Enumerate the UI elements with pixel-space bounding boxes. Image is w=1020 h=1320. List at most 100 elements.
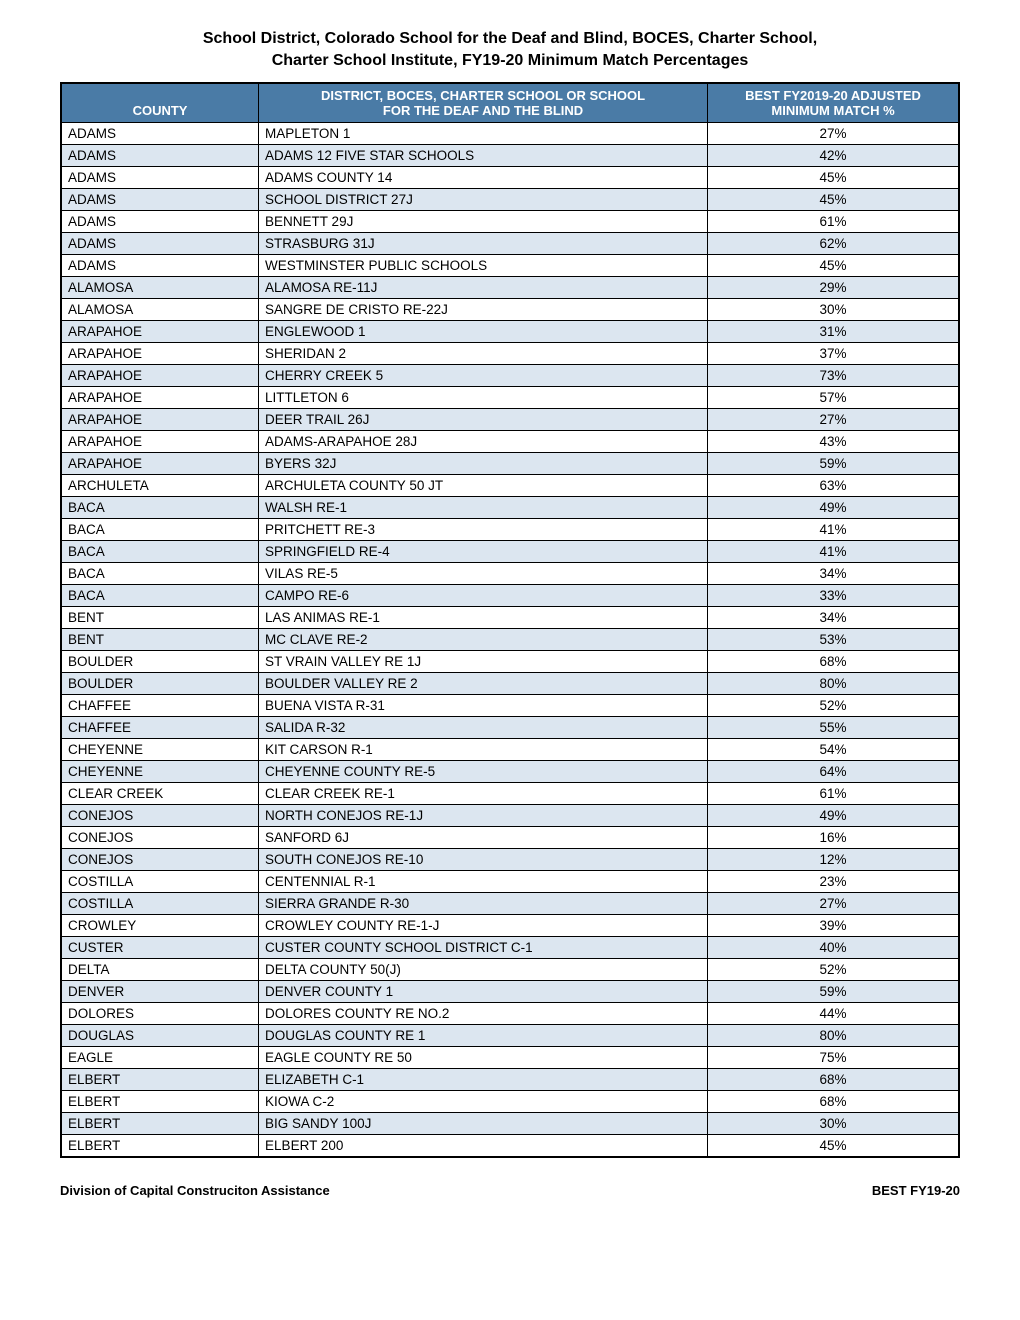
cell-county: BACA: [61, 585, 259, 607]
cell-match: 49%: [708, 497, 959, 519]
table-row: COSTILLASIERRA GRANDE R-3027%: [61, 893, 959, 915]
table-row: CONEJOSNORTH CONEJOS RE-1J49%: [61, 805, 959, 827]
cell-district: EAGLE COUNTY RE 50: [259, 1047, 708, 1069]
table-row: ELBERTKIOWA C-268%: [61, 1091, 959, 1113]
cell-county: BENT: [61, 607, 259, 629]
cell-county: ELBERT: [61, 1091, 259, 1113]
table-row: CROWLEYCROWLEY COUNTY RE-1-J39%: [61, 915, 959, 937]
table-row: BACACAMPO RE-633%: [61, 585, 959, 607]
cell-county: BACA: [61, 519, 259, 541]
cell-district: BENNETT 29J: [259, 211, 708, 233]
cell-district: LITTLETON 6: [259, 387, 708, 409]
header-match-line1: BEST FY2019-20 ADJUSTED: [716, 88, 950, 103]
header-county: COUNTY: [61, 83, 259, 123]
cell-match: 27%: [708, 409, 959, 431]
table-row: ARAPAHOEADAMS-ARAPAHOE 28J43%: [61, 431, 959, 453]
table-row: BACAVILAS RE-534%: [61, 563, 959, 585]
table-row: ARAPAHOEENGLEWOOD 131%: [61, 321, 959, 343]
table-row: DELTADELTA COUNTY 50(J)52%: [61, 959, 959, 981]
cell-match: 27%: [708, 893, 959, 915]
cell-district: ELBERT 200: [259, 1135, 708, 1158]
cell-match: 31%: [708, 321, 959, 343]
page-title-line2: Charter School Institute, FY19-20 Minimu…: [60, 52, 960, 70]
cell-match: 12%: [708, 849, 959, 871]
cell-district: SPRINGFIELD RE-4: [259, 541, 708, 563]
cell-county: ADAMS: [61, 167, 259, 189]
cell-county: ADAMS: [61, 233, 259, 255]
cell-match: 68%: [708, 1069, 959, 1091]
cell-match: 59%: [708, 981, 959, 1003]
cell-district: ALAMOSA RE-11J: [259, 277, 708, 299]
cell-match: 62%: [708, 233, 959, 255]
cell-match: 44%: [708, 1003, 959, 1025]
page-title-line1: School District, Colorado School for the…: [60, 30, 960, 48]
cell-district: DEER TRAIL 26J: [259, 409, 708, 431]
cell-district: ARCHULETA COUNTY 50 JT: [259, 475, 708, 497]
table-row: ADAMSBENNETT 29J61%: [61, 211, 959, 233]
cell-district: WALSH RE-1: [259, 497, 708, 519]
cell-match: 54%: [708, 739, 959, 761]
table-body: ADAMSMAPLETON 127%ADAMSADAMS 12 FIVE STA…: [61, 123, 959, 1158]
cell-match: 49%: [708, 805, 959, 827]
table-row: CLEAR CREEKCLEAR CREEK RE-161%: [61, 783, 959, 805]
cell-district: CLEAR CREEK RE-1: [259, 783, 708, 805]
cell-county: BOULDER: [61, 673, 259, 695]
cell-district: VILAS RE-5: [259, 563, 708, 585]
cell-county: ADAMS: [61, 145, 259, 167]
cell-county: CONEJOS: [61, 805, 259, 827]
table-row: ALAMOSASANGRE DE CRISTO RE-22J30%: [61, 299, 959, 321]
cell-county: DELTA: [61, 959, 259, 981]
cell-county: EAGLE: [61, 1047, 259, 1069]
cell-district: LAS ANIMAS RE-1: [259, 607, 708, 629]
cell-match: 63%: [708, 475, 959, 497]
cell-county: ARAPAHOE: [61, 321, 259, 343]
cell-county: ELBERT: [61, 1069, 259, 1091]
cell-match: 33%: [708, 585, 959, 607]
cell-district: CHEYENNE COUNTY RE-5: [259, 761, 708, 783]
cell-match: 80%: [708, 673, 959, 695]
table-row: ADAMSSCHOOL DISTRICT 27J45%: [61, 189, 959, 211]
cell-match: 45%: [708, 189, 959, 211]
cell-district: BOULDER VALLEY RE 2: [259, 673, 708, 695]
table-row: DOUGLASDOUGLAS COUNTY RE 180%: [61, 1025, 959, 1047]
cell-county: BACA: [61, 497, 259, 519]
cell-district: SALIDA R-32: [259, 717, 708, 739]
cell-match: 73%: [708, 365, 959, 387]
cell-district: DOLORES COUNTY RE NO.2: [259, 1003, 708, 1025]
cell-district: BUENA VISTA R-31: [259, 695, 708, 717]
cell-district: SOUTH CONEJOS RE-10: [259, 849, 708, 871]
table-row: CHAFFEESALIDA R-3255%: [61, 717, 959, 739]
cell-match: 27%: [708, 123, 959, 145]
cell-match: 43%: [708, 431, 959, 453]
table-row: DOLORESDOLORES COUNTY RE NO.244%: [61, 1003, 959, 1025]
footer: Division of Capital Construciton Assista…: [60, 1183, 960, 1198]
table-row: ARAPAHOESHERIDAN 237%: [61, 343, 959, 365]
footer-right: BEST FY19-20: [872, 1183, 960, 1198]
cell-district: STRASBURG 31J: [259, 233, 708, 255]
header-district: DISTRICT, BOCES, CHARTER SCHOOL OR SCHOO…: [259, 83, 708, 123]
cell-county: CONEJOS: [61, 849, 259, 871]
cell-county: ADAMS: [61, 189, 259, 211]
table-row: ELBERTBIG SANDY 100J30%: [61, 1113, 959, 1135]
table-row: DENVERDENVER COUNTY 159%: [61, 981, 959, 1003]
cell-county: ADAMS: [61, 123, 259, 145]
cell-county: ARAPAHOE: [61, 387, 259, 409]
cell-county: DENVER: [61, 981, 259, 1003]
cell-district: BYERS 32J: [259, 453, 708, 475]
cell-match: 64%: [708, 761, 959, 783]
cell-district: SIERRA GRANDE R-30: [259, 893, 708, 915]
cell-match: 68%: [708, 651, 959, 673]
table-row: ADAMSADAMS 12 FIVE STAR SCHOOLS42%: [61, 145, 959, 167]
table-row: BENTLAS ANIMAS RE-134%: [61, 607, 959, 629]
header-row: COUNTY DISTRICT, BOCES, CHARTER SCHOOL O…: [61, 83, 959, 123]
table-row: BACAPRITCHETT RE-341%: [61, 519, 959, 541]
cell-county: COSTILLA: [61, 871, 259, 893]
table-row: ARCHULETAARCHULETA COUNTY 50 JT63%: [61, 475, 959, 497]
table-row: EAGLEEAGLE COUNTY RE 5075%: [61, 1047, 959, 1069]
cell-match: 59%: [708, 453, 959, 475]
cell-county: ARCHULETA: [61, 475, 259, 497]
cell-county: CHEYENNE: [61, 739, 259, 761]
cell-county: CROWLEY: [61, 915, 259, 937]
table-row: BACASPRINGFIELD RE-441%: [61, 541, 959, 563]
table-row: CUSTERCUSTER COUNTY SCHOOL DISTRICT C-14…: [61, 937, 959, 959]
